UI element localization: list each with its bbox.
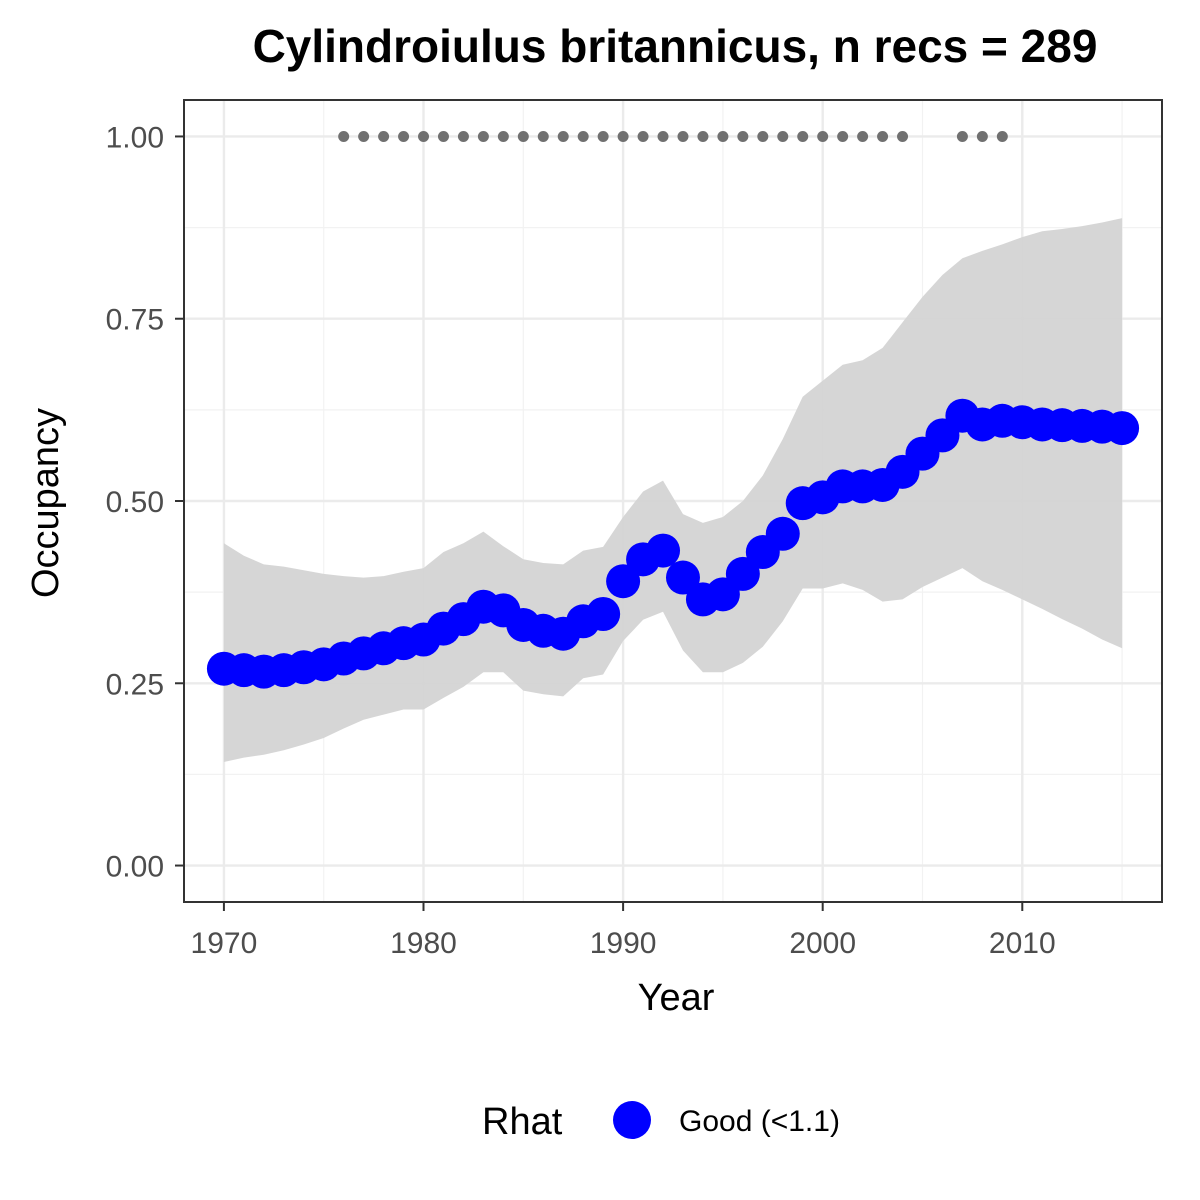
rhat-marker (457, 130, 469, 142)
y-axis-ticks: 0.00 0.25 0.50 0.75 1.00 (106, 121, 184, 884)
rhat-marker (976, 130, 988, 142)
x-tick-label: 2010 (989, 927, 1056, 960)
rhat-marker (378, 130, 390, 142)
rhat-marker (437, 130, 449, 142)
rhat-marker (956, 130, 968, 142)
rhat-marker (877, 130, 889, 142)
rhat-marker (557, 130, 569, 142)
rhat-marker (737, 130, 749, 142)
rhat-marker (757, 130, 769, 142)
x-tick-label: 1980 (390, 927, 457, 960)
rhat-marker (717, 130, 729, 142)
y-axis-title: Occupancy (25, 408, 67, 598)
y-tick-label: 0.00 (106, 851, 164, 884)
legend-title: Rhat (482, 1101, 563, 1143)
rhat-marker (418, 130, 430, 142)
rhat-marker (477, 130, 489, 142)
legend: Rhat Good (<1.1) (482, 1101, 840, 1143)
rhat-marker (358, 130, 370, 142)
rhat-marker (777, 130, 789, 142)
rhat-marker (996, 130, 1008, 142)
legend-key-good (613, 1101, 651, 1139)
rhat-marker (897, 130, 909, 142)
y-tick-label: 0.50 (106, 486, 164, 519)
rhat-marker (817, 130, 829, 142)
occupancy-point (606, 564, 641, 599)
occupancy-point (725, 556, 760, 591)
rhat-marker (398, 130, 410, 142)
rhat-marker (517, 130, 529, 142)
occupancy-point (646, 533, 681, 568)
chart-title: Cylindroiulus britannicus, n recs = 289 (253, 20, 1098, 72)
legend-label-good: Good (<1.1) (679, 1105, 840, 1138)
rhat-marker (577, 130, 589, 142)
rhat-marker (857, 130, 869, 142)
y-tick-label: 1.00 (106, 121, 164, 154)
x-tick-label: 2000 (789, 927, 856, 960)
rhat-marker (537, 130, 549, 142)
y-tick-label: 0.25 (106, 668, 164, 701)
rhat-marker (677, 130, 689, 142)
x-tick-label: 1970 (191, 927, 258, 960)
rhat-marker (617, 130, 629, 142)
occupancy-points (206, 398, 1140, 689)
x-tick-label: 1990 (590, 927, 657, 960)
rhat-markers (338, 130, 1008, 142)
rhat-marker (637, 130, 649, 142)
rhat-marker (597, 130, 609, 142)
occupancy-point (586, 597, 621, 632)
rhat-marker (657, 130, 669, 142)
rhat-marker (797, 130, 809, 142)
occupancy-point (1105, 411, 1140, 446)
x-axis-title: Year (638, 977, 715, 1019)
rhat-marker (497, 130, 509, 142)
x-axis-ticks: 1970 1980 1990 2000 2010 (191, 902, 1056, 960)
rhat-marker (837, 130, 849, 142)
occupancy-point (665, 560, 700, 595)
y-tick-label: 0.75 (106, 304, 164, 337)
rhat-marker (697, 130, 709, 142)
occupancy-point (765, 516, 800, 551)
rhat-marker (338, 130, 350, 142)
